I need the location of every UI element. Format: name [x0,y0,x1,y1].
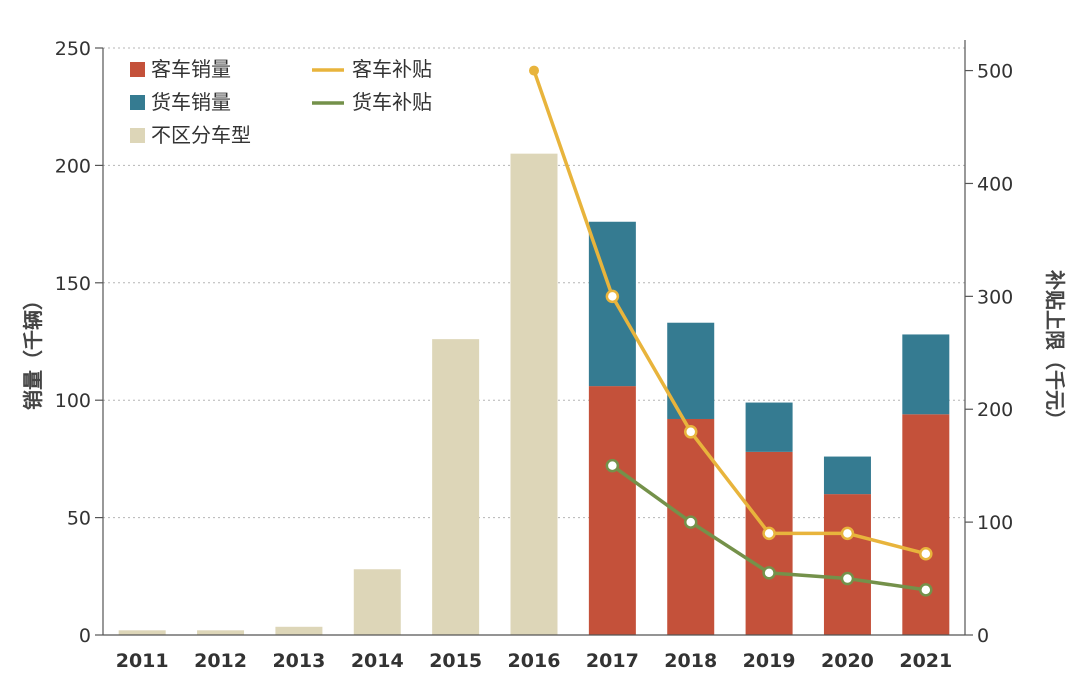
line-point [762,566,776,580]
x-tick-label: 2021 [899,650,952,672]
bar [510,153,558,635]
legend-swatch [130,62,145,77]
y2-tick-label: 100 [977,512,1013,534]
bar [902,334,950,415]
legend-label: 货车补贴 [352,90,432,114]
y2-tick-label: 300 [977,286,1013,308]
line-point [840,571,855,586]
y2-tick-label: 200 [977,399,1013,421]
line-point [840,526,855,541]
x-tick-label: 2013 [272,650,325,672]
bars [118,153,950,635]
bar [275,626,323,635]
x-tick-label: 2017 [586,650,639,672]
bar [118,630,166,635]
y-tick-label: 100 [55,390,91,412]
line-point [683,425,698,439]
x-tick-label: 2012 [194,650,247,672]
legend-label: 客车销量 [151,57,231,81]
line-point [605,289,620,304]
y-tick-label: 150 [55,273,91,295]
line-point [683,515,698,529]
y2-tick-label: 500 [977,61,1013,83]
axes: 0 50 100 150 200 250 0 100 200 300 400 500 2011 2012 2… [55,38,1014,672]
y2-axis-label: 补贴上限（千元） [1043,269,1067,430]
x-tick-label: 2016 [508,650,561,672]
bar [745,451,793,635]
line-point [605,458,620,473]
x-tick-label: 2011 [116,650,169,672]
legend-swatch [130,95,145,110]
bar [823,456,871,495]
y2-tick-label: 400 [977,173,1013,195]
legend-label: 客车补贴 [352,57,432,81]
line-point [762,526,776,541]
line-point [919,583,933,597]
y-tick-label: 0 [79,625,91,647]
x-tick-label: 2020 [821,650,874,672]
legend-swatch [130,128,145,143]
bar [745,402,793,452]
y2-tick-label: 0 [977,625,989,647]
x-tick-label: 2018 [664,650,717,672]
bar [588,386,636,635]
y-axis-label: 销量（千辆） [21,290,45,410]
series-line [532,70,927,556]
line-point [529,65,539,76]
bar [353,569,401,635]
x-tick-label: 2019 [743,650,796,672]
legend-label: 货车销量 [151,90,231,114]
bar [197,630,245,635]
bar [823,494,871,635]
bar [902,414,950,635]
y-tick-label: 250 [55,38,91,60]
legend-label: 不区分车型 [151,123,251,147]
bar [432,339,480,635]
x-tick-label: 2014 [351,650,404,672]
x-tick-label: 2015 [429,650,482,672]
y-tick-label: 50 [67,508,91,530]
line-point [919,546,933,561]
y-tick-label: 200 [55,155,91,177]
lines [529,65,933,597]
